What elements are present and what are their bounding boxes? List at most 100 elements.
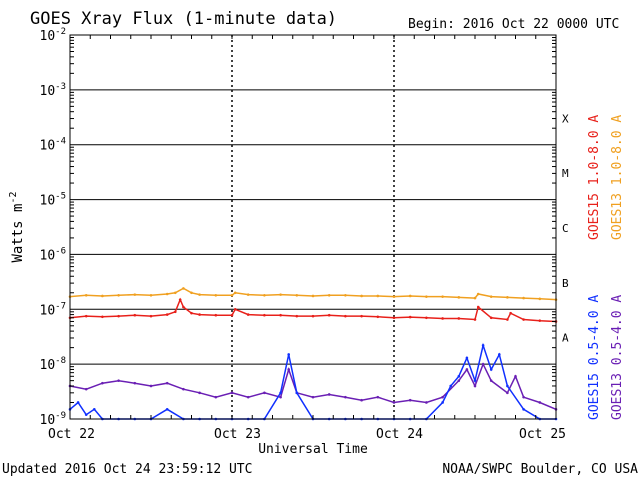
data-point (522, 318, 525, 321)
data-point (522, 296, 525, 300)
x-axis-label: Universal Time (258, 442, 368, 457)
data-point (457, 296, 461, 299)
data-point (279, 395, 282, 399)
data-point (149, 293, 153, 297)
data-point (473, 318, 477, 321)
data-point (295, 293, 299, 297)
data-point (327, 293, 331, 297)
data-point (473, 296, 477, 300)
data-point (295, 391, 299, 395)
data-point (133, 313, 137, 317)
data-point (514, 375, 517, 378)
data-point (473, 379, 477, 382)
data-point (230, 313, 234, 317)
y-tick-label: 10-3 (40, 82, 67, 99)
data-point (327, 313, 331, 317)
flare-class-label: X (562, 112, 569, 125)
data-point (287, 353, 291, 356)
data-point (190, 311, 193, 315)
data-point (311, 294, 315, 298)
data-point (538, 401, 542, 404)
data-point (473, 384, 477, 388)
data-point (392, 316, 396, 320)
data-point (481, 362, 485, 366)
legend-entry: GOES13 1.0-8.0 A (610, 115, 625, 240)
data-point (84, 293, 88, 297)
data-point (84, 413, 88, 416)
data-point (392, 295, 396, 298)
data-point (133, 381, 137, 385)
data-point (214, 395, 218, 399)
y-tick-label: 10-8 (40, 356, 67, 373)
data-point (311, 395, 315, 399)
data-point (182, 287, 185, 290)
data-point (101, 315, 104, 319)
data-point (441, 395, 444, 399)
data-point (198, 293, 201, 296)
data-point (465, 356, 469, 360)
data-point (506, 391, 509, 395)
data-point (408, 294, 412, 298)
data-point (498, 353, 501, 356)
data-point (178, 298, 182, 301)
y-tick-label: 10-6 (40, 246, 67, 263)
data-point (476, 305, 480, 309)
data-point (441, 295, 444, 298)
data-point (509, 311, 512, 315)
data-point (117, 314, 120, 318)
x-tick-label: Oct 22 (48, 427, 95, 442)
data-point (76, 401, 80, 404)
flare-class-label: B (562, 277, 569, 290)
plot-frame (69, 34, 557, 420)
legend-entry: GOES15 0.5-4.0 A (587, 295, 602, 420)
data-point (214, 313, 218, 317)
data-point (246, 293, 250, 296)
axes: 10-9 10-8 10-7 10-6 10-5 10-4 10-3 10-2 Oct 22 Oc… (40, 27, 570, 442)
flare-class-label: A (562, 332, 569, 345)
data-point (344, 395, 347, 399)
data-point (214, 293, 218, 297)
data-point (408, 315, 412, 319)
data-point (457, 379, 461, 382)
begin-time: Begin: 2016 Oct 22 0000 UTC (408, 17, 619, 32)
data-point (295, 314, 299, 318)
y-axis-label: Watts m-2 (8, 191, 26, 262)
data-point (489, 379, 493, 382)
x-tick-label: Oct 25 (519, 427, 566, 442)
credit: NOAA/SWPC Boulder, CO USA (442, 462, 638, 477)
data-point (311, 314, 315, 318)
data-point (392, 401, 396, 404)
data-point (165, 381, 169, 385)
legend-entry: GOES13 0.5-4.0 A (610, 295, 625, 420)
data-point (360, 314, 363, 318)
data-point (506, 296, 509, 299)
y-tick-label: 10-7 (40, 301, 67, 318)
data-point (190, 291, 193, 295)
legend: GOES15 1.0-8.0 A GOES13 1.0-8.0 A GOES15 0… (587, 115, 625, 420)
data-point (344, 293, 347, 297)
data-point (84, 387, 88, 391)
legend-entry: GOES15 1.0-8.0 A (587, 115, 602, 240)
data-point (506, 384, 509, 388)
y-tick-label: 10-9 (40, 411, 67, 428)
updated-time: Updated 2016 Oct 24 23:59:12 UTC (2, 462, 252, 477)
data-point (101, 294, 104, 298)
data-point (182, 305, 185, 309)
data-point (84, 314, 88, 318)
data-point (425, 295, 428, 298)
data-point (117, 293, 120, 297)
data-point (327, 393, 331, 396)
data-point (465, 368, 469, 371)
data-point (230, 391, 234, 395)
data-point (506, 318, 509, 321)
data-point (233, 307, 237, 311)
data-point (230, 293, 234, 297)
data-point (360, 294, 363, 298)
data-point (165, 313, 169, 316)
data-point (198, 313, 201, 316)
data-point (425, 401, 428, 404)
data-point (489, 295, 493, 298)
data-point (522, 395, 525, 399)
